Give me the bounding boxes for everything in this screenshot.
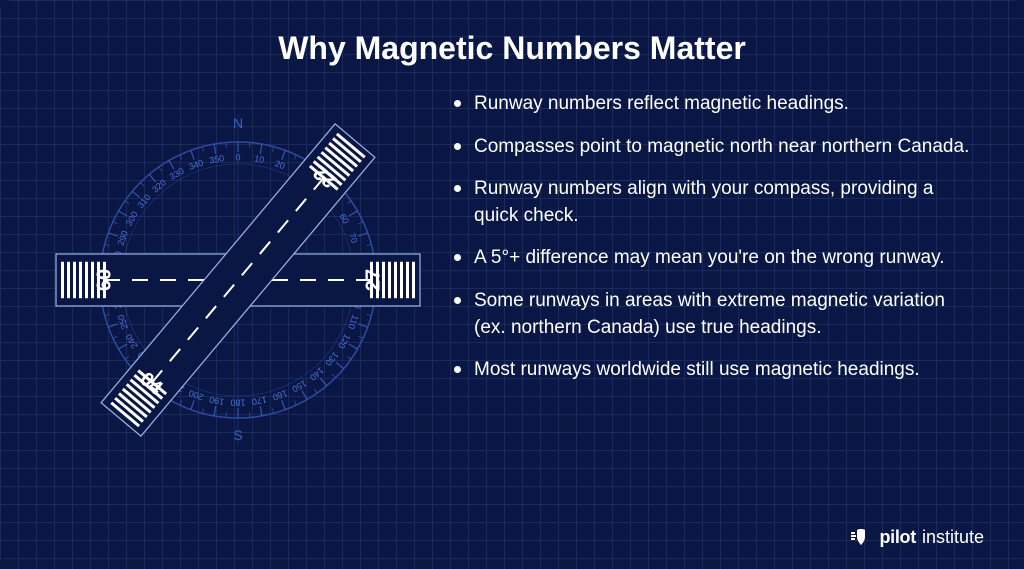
svg-text:70: 70	[347, 232, 360, 245]
svg-text:170: 170	[251, 395, 268, 407]
bullet-item: A 5°+ difference may mean you're on the …	[452, 245, 976, 272]
svg-text:330: 330	[168, 166, 186, 182]
svg-text:320: 320	[150, 177, 168, 194]
bullet-list: Runway numbers reflect magnetic headings…	[452, 85, 976, 400]
svg-text:310: 310	[135, 192, 152, 210]
svg-text:180: 180	[230, 398, 245, 408]
svg-text:190: 190	[208, 395, 225, 407]
brand-logo: pilot institute	[849, 525, 984, 549]
bullet-item: Some runways in areas with extreme magne…	[452, 288, 976, 341]
svg-text:300: 300	[124, 210, 140, 228]
svg-text:150: 150	[290, 378, 308, 394]
svg-text:10: 10	[253, 153, 265, 165]
svg-text:0: 0	[235, 152, 240, 162]
svg-text:N: N	[233, 115, 243, 131]
svg-text:140: 140	[308, 365, 326, 382]
compass-runway-diagram: 0102030405060708090100110120130140150160…	[48, 85, 428, 465]
content-row: 0102030405060708090100110120130140150160…	[48, 85, 976, 545]
logo-bold: pilot	[879, 527, 916, 548]
bullet-item: Most runways worldwide still use magneti…	[452, 357, 976, 384]
svg-text:27: 27	[362, 269, 384, 291]
shield-wings-icon	[849, 525, 873, 549]
svg-text:120: 120	[336, 332, 352, 350]
bullet-item: Compasses point to magnetic north near n…	[452, 134, 976, 161]
svg-text:350: 350	[208, 153, 225, 165]
bullet-item: Runway numbers align with your compass, …	[452, 176, 976, 229]
svg-text:S: S	[233, 427, 242, 443]
svg-text:09: 09	[92, 269, 114, 291]
bullet-item: Runway numbers reflect magnetic headings…	[452, 91, 976, 118]
svg-text:130: 130	[323, 350, 340, 368]
logo-light: institute	[922, 527, 984, 548]
page-title: Why Magnetic Numbers Matter	[48, 30, 976, 67]
main-container: Why Magnetic Numbers Matter 010203040506…	[0, 0, 1024, 569]
svg-text:240: 240	[124, 332, 140, 350]
svg-text:20: 20	[274, 158, 287, 171]
